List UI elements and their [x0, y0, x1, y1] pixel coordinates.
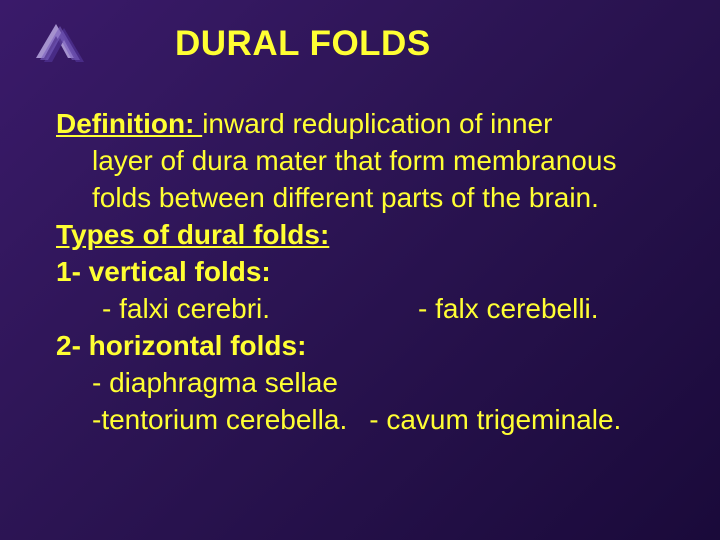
slide-title: DURAL FOLDS — [175, 24, 431, 64]
type-2-item-c: - cavum trigeminale. — [347, 402, 621, 439]
definition-line-1: Definition: inward reduplication of inne… — [56, 106, 680, 143]
logo-icon — [28, 18, 88, 66]
type-1-items: - falxi cerebri. - falx cerebelli. — [56, 291, 680, 328]
type-1-item-b: - falx cerebelli. — [270, 291, 599, 328]
type-1-heading: 1- vertical folds: — [56, 254, 680, 291]
type-1-item-a: - falxi cerebri. — [56, 291, 270, 328]
definition-text-a: inward reduplication of inner — [202, 108, 552, 139]
type-2-items-row: -tentorium cerebella. - cavum trigeminal… — [56, 402, 680, 439]
slide-body: Definition: inward reduplication of inne… — [56, 106, 680, 439]
definition-label: Definition: — [56, 108, 202, 139]
type-2-item-a: - diaphragma sellae — [56, 365, 680, 402]
definition-line-3: folds between different parts of the bra… — [56, 180, 680, 217]
type-2-item-b: -tentorium cerebella. — [56, 402, 347, 439]
type-2-heading: 2- horizontal folds: — [56, 328, 680, 365]
types-heading: Types of dural folds: — [56, 217, 680, 254]
definition-line-2: layer of dura mater that form membranous — [56, 143, 680, 180]
slide: DURAL FOLDS Definition: inward reduplica… — [0, 0, 720, 540]
